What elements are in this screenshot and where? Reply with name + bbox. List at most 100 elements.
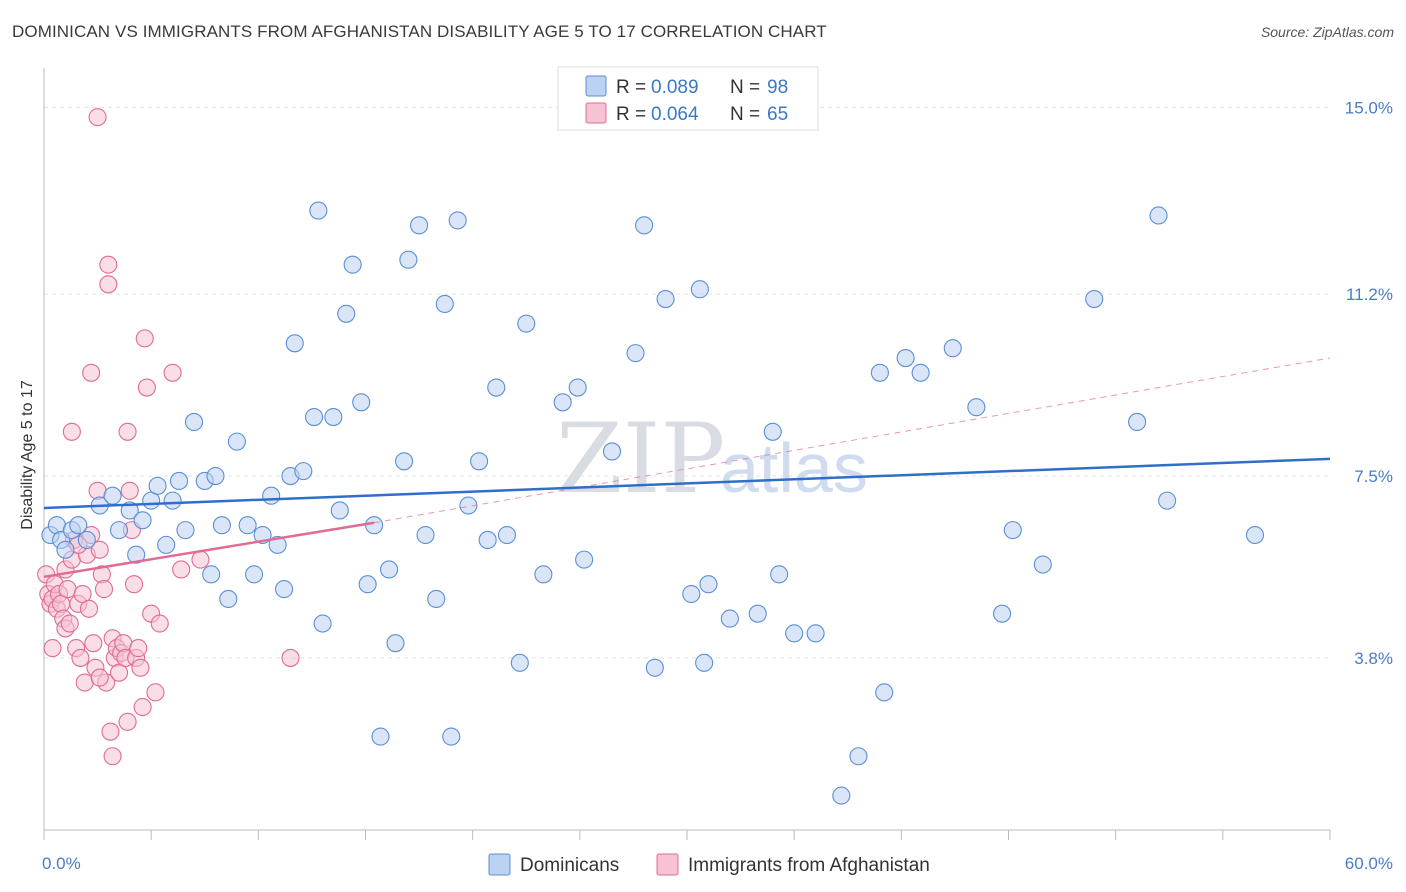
afghanistan-point-25 <box>88 481 107 500</box>
afghanistan-point-19 <box>75 673 94 692</box>
afghanistan-point-37 <box>114 634 133 653</box>
afghanistan-point-12 <box>60 614 79 633</box>
legend-n-label-afghanistan: N = <box>730 104 760 125</box>
dominican-point-54 <box>442 727 461 746</box>
afghanistan-point-30 <box>99 255 118 274</box>
afghanistan-point-17 <box>71 648 90 667</box>
dominican-point-66 <box>575 550 594 569</box>
dominican-point-30 <box>268 535 287 554</box>
dominican-point-48 <box>395 452 414 471</box>
dominican-point-86 <box>943 339 962 358</box>
dominican-point-67 <box>602 442 622 461</box>
dominican-point-51 <box>416 525 435 545</box>
dominican-point-24 <box>219 589 238 608</box>
dominican-trend-line <box>43 457 1331 510</box>
legend-r-label-afghanistan: R = <box>616 104 646 125</box>
dominican-point-60 <box>497 525 517 545</box>
dominican-point-38 <box>324 407 343 427</box>
dominican-point-93 <box>1149 206 1168 225</box>
dominican-point-18 <box>176 521 195 540</box>
afghanistan-point-23 <box>84 634 103 653</box>
afghanistan-point-61 <box>43 639 62 658</box>
watermark-atlas: atlas <box>720 429 868 507</box>
dominican-point-82 <box>870 363 889 382</box>
dominican-point-43 <box>358 575 377 594</box>
dominican-point-47 <box>386 634 405 653</box>
dominican-point-27 <box>244 565 264 584</box>
legend-r-label-dominicans: R = <box>616 77 646 98</box>
series-legend-label-afghanistan: Immigrants from Afghanistan <box>688 855 930 876</box>
dominican-point-16 <box>163 491 182 510</box>
afghanistan-point-40 <box>120 481 139 500</box>
dominican-point-57 <box>470 452 489 471</box>
afghanistan-point-50 <box>146 683 165 702</box>
dominican-point-58 <box>478 530 497 549</box>
dominican-point-80 <box>785 624 804 643</box>
dominican-point-33 <box>285 334 304 353</box>
dominican-point-73 <box>690 280 709 299</box>
watermark-zip: ZIP <box>556 403 725 515</box>
y-tick-labels: 3.8% 7.5% 11.2% 15.0% <box>1345 98 1393 668</box>
legend-n-value-dominicans: 98 <box>767 77 788 98</box>
dominican-point-9 <box>109 521 129 540</box>
legend-swatch-afghanistan <box>585 102 607 124</box>
dominican-point-42 <box>352 393 371 412</box>
legend-n-label-dominicans: N = <box>730 77 760 98</box>
dominican-point-74 <box>695 653 714 672</box>
dominican-point-91 <box>1085 290 1104 309</box>
dominican-point-35 <box>305 407 324 427</box>
dominican-point-65 <box>568 378 587 397</box>
dominican-point-78 <box>763 422 782 441</box>
afghanistan-point-26 <box>90 540 109 559</box>
dominican-point-77 <box>748 604 767 623</box>
y-tick-label-3: 15.0% <box>1345 98 1393 117</box>
afghanistan-point-62 <box>90 668 109 687</box>
afghanistan-point-52 <box>163 363 182 382</box>
afghanistan-point-63 <box>103 747 122 766</box>
dominican-point-25 <box>227 432 246 451</box>
dominican-point-90 <box>1033 555 1052 574</box>
dominican-point-34 <box>294 462 313 481</box>
dominican-point-11 <box>127 545 146 564</box>
dominican-point-87 <box>967 398 986 417</box>
dominican-point-83 <box>875 683 894 702</box>
dominican-point-68 <box>626 344 645 363</box>
legend-swatch-dominicans <box>585 75 607 97</box>
dominican-point-53 <box>435 294 454 314</box>
afghanistan-point-39 <box>118 712 137 731</box>
dominican-point-92 <box>1128 412 1147 432</box>
grid-lines <box>44 106 1330 659</box>
dominican-point-75 <box>699 575 718 594</box>
stats-legend: R = 0.089 N = 98 R = 0.064 N = 65 <box>557 66 819 131</box>
dominican-points <box>41 201 1265 805</box>
dominican-point-8 <box>103 486 122 505</box>
afghanistan-point-11 <box>58 580 77 599</box>
dominican-point-3 <box>56 540 75 559</box>
dominican-point-59 <box>487 378 506 397</box>
dominican-point-31 <box>275 580 294 599</box>
series-legend-swatch-afghanistan <box>656 853 679 876</box>
afghanistan-point-64 <box>118 422 137 441</box>
x-tick-label-0: 0.0% <box>42 854 81 873</box>
dominican-point-23 <box>212 516 231 535</box>
afghanistan-point-59 <box>62 422 81 441</box>
chart-title: DOMINICAN VS IMMIGRANTS FROM AFGHANISTAN… <box>12 22 827 41</box>
watermark: ZIP atlas <box>556 403 868 515</box>
legend-r-value-dominicans: 0.089 <box>651 77 699 98</box>
dominican-point-5 <box>69 516 88 535</box>
dominican-point-26 <box>238 516 257 535</box>
dominican-point-76 <box>720 609 739 628</box>
dominican-point-97 <box>806 624 825 643</box>
afghanistan-point-58 <box>82 363 101 382</box>
dominican-point-45 <box>371 727 390 746</box>
dominican-point-69 <box>635 216 654 235</box>
dominican-point-39 <box>330 501 349 520</box>
series-legend-swatch-dominicans <box>488 853 511 876</box>
dominican-point-71 <box>656 290 675 309</box>
afghanistan-trend-extension <box>373 357 1331 524</box>
afghanistan-point-48 <box>137 378 156 397</box>
afghanistan-point-55 <box>281 648 300 667</box>
dominican-point-10 <box>120 501 139 520</box>
afghanistan-point-56 <box>88 108 107 127</box>
